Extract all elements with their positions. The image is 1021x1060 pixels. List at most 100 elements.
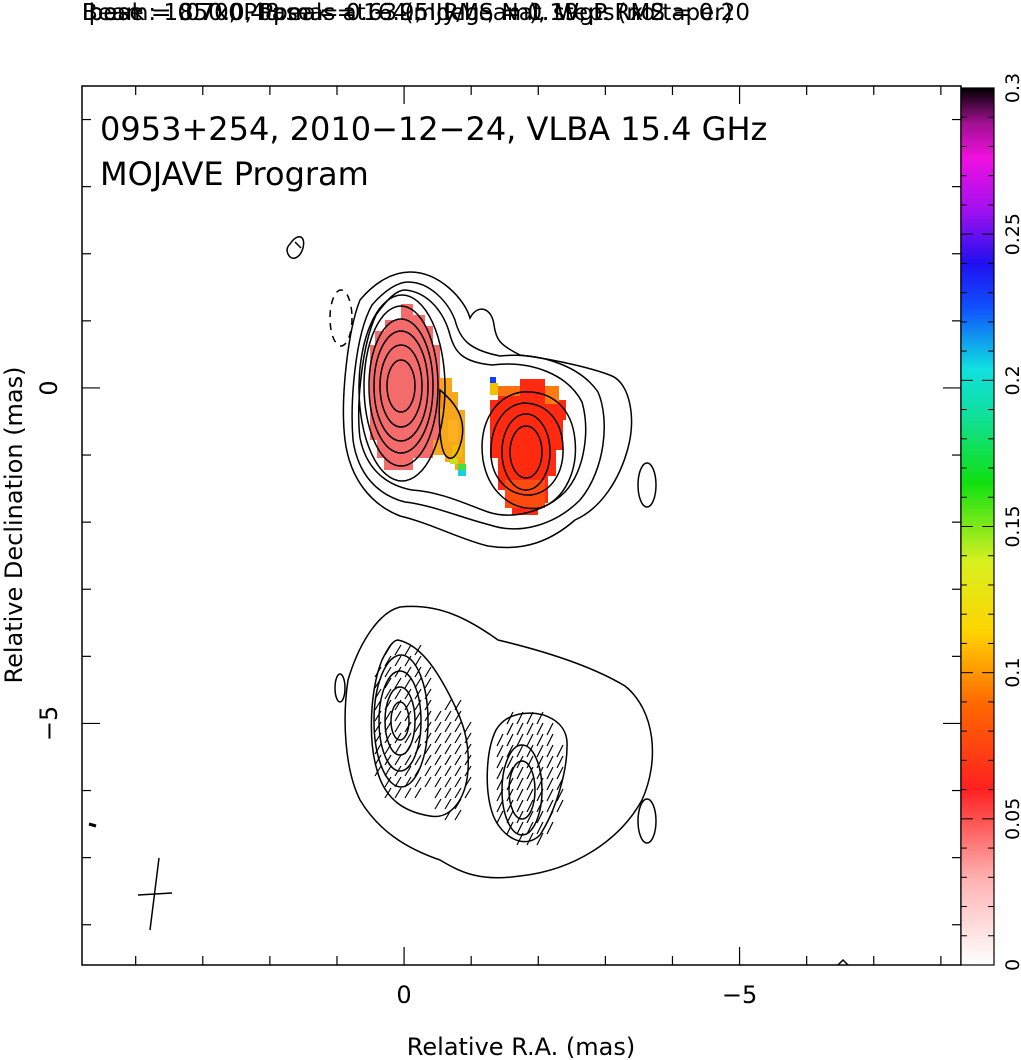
x-tick-label: −5	[722, 981, 757, 1009]
bridge-pol-cell	[438, 395, 445, 409]
lower-jet-contour-3	[508, 760, 536, 820]
evpa-tick	[526, 810, 534, 824]
lower-contour-3	[373, 654, 429, 788]
colorbar-tick-label: 0.25	[1002, 213, 1021, 255]
evpa-tick	[536, 777, 544, 791]
evpa-tick	[454, 721, 462, 733]
evpa-tick	[506, 799, 514, 813]
evpa-tick	[556, 788, 564, 802]
evpa-tick	[516, 733, 524, 747]
evpa-tick	[454, 798, 462, 810]
evpa-tick	[384, 754, 392, 766]
jet-contour-2	[490, 402, 564, 496]
evpa-tick	[464, 721, 472, 733]
evpa-tick	[374, 754, 382, 766]
evpa-tick	[434, 754, 442, 766]
evpa-tick	[434, 776, 442, 788]
evpa-tick	[404, 699, 412, 711]
evpa-tick	[546, 799, 554, 813]
evpa-tick	[546, 733, 554, 747]
evpa-tick	[444, 765, 452, 777]
evpa-tick	[424, 754, 432, 766]
evpa-tick	[526, 832, 534, 846]
evpa-tick	[444, 743, 452, 755]
evpa-tick	[546, 821, 554, 835]
evpa-tick	[444, 710, 452, 722]
evpa-tick	[384, 644, 392, 656]
small-mark	[88, 822, 97, 828]
evpa-tick	[394, 765, 402, 777]
evpa-tick	[506, 788, 514, 802]
evpa-tick	[464, 776, 472, 788]
y-axis-label: Relative Declination (mas)	[0, 366, 28, 683]
evpa-tick	[434, 710, 442, 722]
evpa-tick	[464, 732, 472, 744]
colorbar-tick-label: 0.1	[1002, 658, 1021, 688]
evpa-tick	[404, 677, 412, 689]
polarization-vectors	[374, 644, 564, 846]
evpa-tick	[536, 799, 544, 813]
evpa-tick	[506, 777, 514, 791]
header-line-3: Beam: 1.07x0.48 mas at −4.5 deg., Nat. W…	[82, 0, 733, 26]
contour-3	[358, 289, 587, 516]
evpa-tick	[414, 699, 422, 711]
colorbar-tick-label: 0.3	[1002, 73, 1021, 103]
evpa-tick	[404, 655, 412, 667]
evpa-tick	[556, 755, 564, 769]
evpa-tick	[526, 788, 534, 802]
evpa-tick	[546, 810, 554, 824]
evpa-tick	[526, 821, 534, 835]
evpa-tick	[526, 711, 534, 725]
evpa-tick	[404, 666, 412, 678]
evpa-tick	[536, 711, 544, 725]
evpa-tick	[454, 743, 462, 755]
plot-subtitle: MOJAVE Program	[100, 155, 369, 193]
tick-labels: 0 −5 0 −5	[35, 380, 757, 1009]
evpa-tick	[434, 721, 442, 733]
evpa-tick	[404, 754, 412, 766]
evpa-tick	[424, 743, 432, 755]
contour-9	[386, 359, 416, 413]
evpa-tick	[404, 765, 412, 777]
evpa-tick	[384, 721, 392, 733]
evpa-tick	[414, 732, 422, 744]
evpa-tick	[394, 721, 402, 733]
negative-contour	[329, 289, 353, 347]
colorbar-tick-labels: 0 0.05 0.1 0.15 0.2 0.25 0.3	[1002, 73, 1021, 971]
evpa-tick	[384, 765, 392, 777]
outer-contour	[342, 271, 633, 549]
evpa-tick	[526, 766, 534, 780]
evpa-tick	[464, 754, 472, 766]
evpa-tick	[424, 710, 432, 722]
evpa-tick	[414, 721, 422, 733]
contour-6	[368, 318, 434, 454]
evpa-tick	[394, 644, 402, 656]
evpa-tick	[536, 766, 544, 780]
intensity-contours	[286, 236, 850, 965]
evpa-tick	[536, 832, 544, 846]
evpa-tick	[374, 732, 382, 744]
core-pol-patch	[370, 304, 440, 470]
evpa-tick	[394, 743, 402, 755]
evpa-tick	[546, 722, 554, 736]
evpa-tick	[384, 710, 392, 722]
jet-pol-cell	[490, 377, 496, 383]
evpa-tick	[536, 733, 544, 747]
evpa-tick	[374, 688, 382, 700]
side-contour-left-tick	[294, 241, 302, 249]
evpa-tick	[424, 677, 432, 689]
evpa-tick	[404, 776, 412, 788]
evpa-tick	[424, 776, 432, 788]
evpa-tick	[384, 732, 392, 744]
evpa-tick	[546, 766, 554, 780]
evpa-tick	[516, 788, 524, 802]
evpa-tick	[404, 721, 412, 733]
axis-ticks	[82, 86, 961, 965]
evpa-tick	[374, 666, 382, 678]
evpa-tick	[374, 765, 382, 777]
evpa-tick	[404, 743, 412, 755]
evpa-tick	[454, 732, 462, 744]
evpa-tick	[404, 732, 412, 744]
evpa-tick	[454, 710, 462, 722]
colorbar-tick-label: 0	[1002, 959, 1021, 971]
